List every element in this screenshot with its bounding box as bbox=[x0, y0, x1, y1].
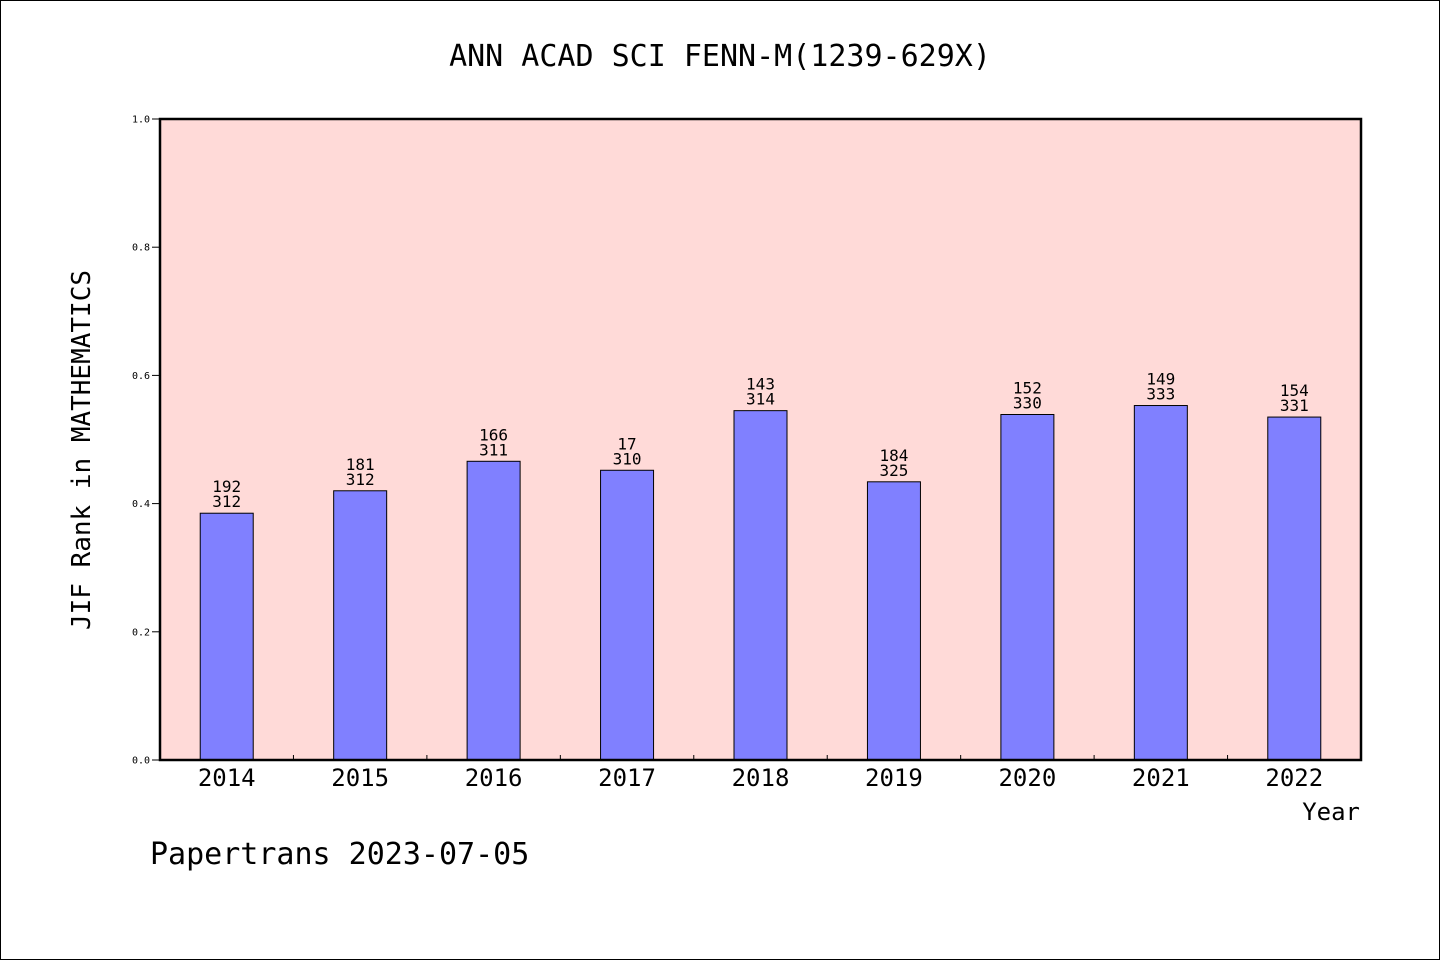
bar-label-top: 181 bbox=[346, 455, 375, 474]
bar-label-bottom: 312 bbox=[212, 492, 241, 511]
bar-label-bottom: 311 bbox=[479, 440, 508, 459]
bar-2022 bbox=[1267, 416, 1322, 761]
bar-2014 bbox=[199, 512, 254, 761]
y-tick-label: 0.6 bbox=[132, 371, 150, 382]
bar-label-top: 143 bbox=[746, 375, 775, 394]
bar-2020 bbox=[1000, 414, 1055, 761]
y-axis-label: JIF Rank in MATHEMATICS bbox=[67, 270, 97, 630]
x-tick-label: 2022 bbox=[1265, 764, 1323, 792]
x-tick-label: 2018 bbox=[732, 764, 790, 792]
bar-2019 bbox=[866, 481, 921, 761]
chart-title: ANN ACAD SCI FENN-M(1239-629X) bbox=[449, 39, 991, 74]
y-tick-label: 1.0 bbox=[132, 115, 150, 126]
bar-label-bottom: 330 bbox=[1013, 394, 1042, 413]
bar-label-top: 152 bbox=[1013, 379, 1042, 398]
x-tick-label: 2017 bbox=[598, 764, 656, 792]
bar-label-top: 166 bbox=[479, 425, 508, 444]
x-tick-label: 2015 bbox=[331, 764, 389, 792]
y-tick-label: 0.2 bbox=[132, 627, 150, 638]
bar-2018 bbox=[733, 410, 788, 761]
x-tick-label: 2021 bbox=[1132, 764, 1190, 792]
y-tick-label: 0.4 bbox=[132, 499, 150, 510]
bar-2017 bbox=[600, 469, 655, 761]
bar-2016 bbox=[466, 460, 521, 761]
bar-label-bottom: 331 bbox=[1280, 396, 1309, 415]
y-axis: 0.0 0.2 0.4 0.6 0.8 1.0 bbox=[132, 115, 160, 767]
bar-label-top: 17 bbox=[617, 434, 636, 453]
y-tick-label: 0.0 bbox=[132, 756, 150, 767]
bar-label-top: 184 bbox=[879, 446, 908, 465]
x-axis-label: Year bbox=[1302, 798, 1360, 826]
x-tick-label: 2014 bbox=[198, 764, 256, 792]
bar-2015 bbox=[333, 490, 388, 761]
bar-label-top: 154 bbox=[1280, 381, 1309, 400]
bar-2021 bbox=[1133, 405, 1188, 761]
bar-label-bottom: 312 bbox=[346, 470, 375, 489]
plot-border bbox=[158, 117, 1363, 762]
x-tick-label: 2020 bbox=[998, 764, 1056, 792]
bar-label-bottom: 333 bbox=[1146, 385, 1175, 404]
x-axis: 2014 2015 2016 2017 2018 2019 2020 2021 2022 bbox=[198, 755, 1323, 792]
x-tick-label: 2016 bbox=[465, 764, 523, 792]
bar-label-top: 149 bbox=[1146, 370, 1175, 389]
y-tick-label: 0.8 bbox=[132, 243, 150, 254]
x-tick-label: 2019 bbox=[865, 764, 923, 792]
bar-label-bottom: 314 bbox=[746, 390, 775, 409]
footer-credit: Papertrans 2023-07-05 bbox=[150, 837, 529, 872]
bar-label-bottom: 325 bbox=[879, 461, 908, 480]
bar-label-bottom: 310 bbox=[613, 449, 642, 468]
bar-label-top: 192 bbox=[212, 477, 241, 496]
